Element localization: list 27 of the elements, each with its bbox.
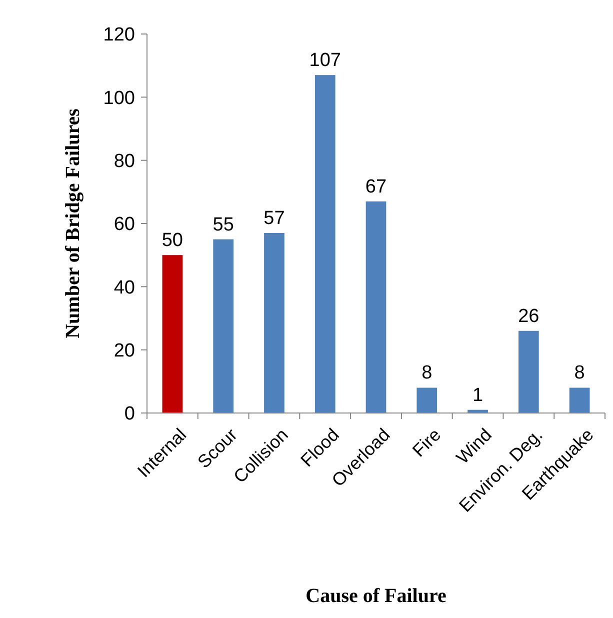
- data-label: 57: [264, 208, 285, 229]
- y-tick-label: 0: [124, 404, 135, 425]
- y-tick-label: 80: [114, 150, 135, 172]
- data-label: 8: [574, 362, 585, 384]
- x-tick-label: Fire: [408, 424, 445, 461]
- data-label: 67: [365, 176, 387, 198]
- y-tick-label: 60: [114, 214, 135, 236]
- bar: [162, 255, 183, 413]
- data-label: 8: [422, 362, 432, 384]
- bar: [264, 232, 284, 413]
- data-label: 1: [472, 384, 484, 406]
- y-tick-label: 120: [103, 24, 135, 46]
- data-label: 26: [518, 306, 540, 327]
- bar: [366, 201, 386, 413]
- data-label: 107: [309, 50, 341, 72]
- bar: [213, 239, 234, 413]
- bar: [314, 75, 336, 413]
- data-label: 55: [212, 214, 234, 236]
- y-tick-label: 40: [114, 277, 135, 298]
- x-axis-title: Cause of Failure: [306, 585, 446, 607]
- bar: [518, 330, 539, 413]
- bar: [416, 388, 438, 413]
- y-tick-label: 100: [103, 88, 135, 109]
- bar: [569, 388, 590, 413]
- y-axis-title: Number of Bridge Failures: [62, 108, 84, 338]
- y-tick-label: 20: [114, 340, 135, 362]
- data-label: 50: [162, 230, 184, 252]
